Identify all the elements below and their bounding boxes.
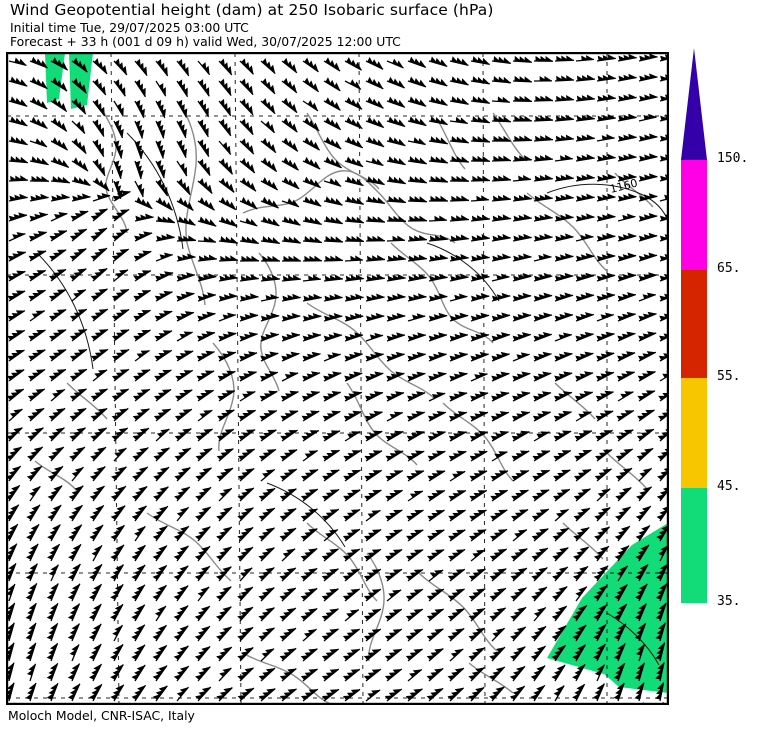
colorbar-band-green[interactable] bbox=[681, 488, 707, 603]
colorbar-arrow-max bbox=[681, 48, 707, 160]
map-canvas[interactable]: 1160 bbox=[6, 52, 669, 705]
model-attribution: Moloch Model, CNR-ISAC, Italy bbox=[8, 708, 195, 723]
map-svg: 1160 bbox=[7, 53, 668, 704]
colorbar-tick-55: 55. bbox=[717, 369, 741, 384]
colorbar-tick-35: 35. bbox=[717, 594, 741, 609]
forecast-validity-label: Forecast + 33 h (001 d 09 h) valid Wed, … bbox=[10, 33, 401, 49]
initial-time-label: Initial time Tue, 29/07/2025 03:00 UTC bbox=[10, 20, 249, 35]
colorbar[interactable]: 150. 65. 55. 45. 35. bbox=[681, 48, 756, 609]
page-title: Wind Geopotential height (dam) at 250 Is… bbox=[10, 1, 494, 19]
colorbar-band-red[interactable] bbox=[681, 270, 707, 378]
map-frame bbox=[7, 53, 668, 704]
header-block: Wind Geopotential height (dam) at 250 Is… bbox=[10, 0, 700, 48]
colorbar-band-yellow[interactable] bbox=[681, 378, 707, 488]
colorbar-tick-150: 150. bbox=[717, 151, 749, 166]
colorbar-tick-65: 65. bbox=[717, 261, 741, 276]
colorbar-band-magenta[interactable] bbox=[681, 160, 707, 270]
colorbar-tick-45: 45. bbox=[717, 479, 741, 494]
